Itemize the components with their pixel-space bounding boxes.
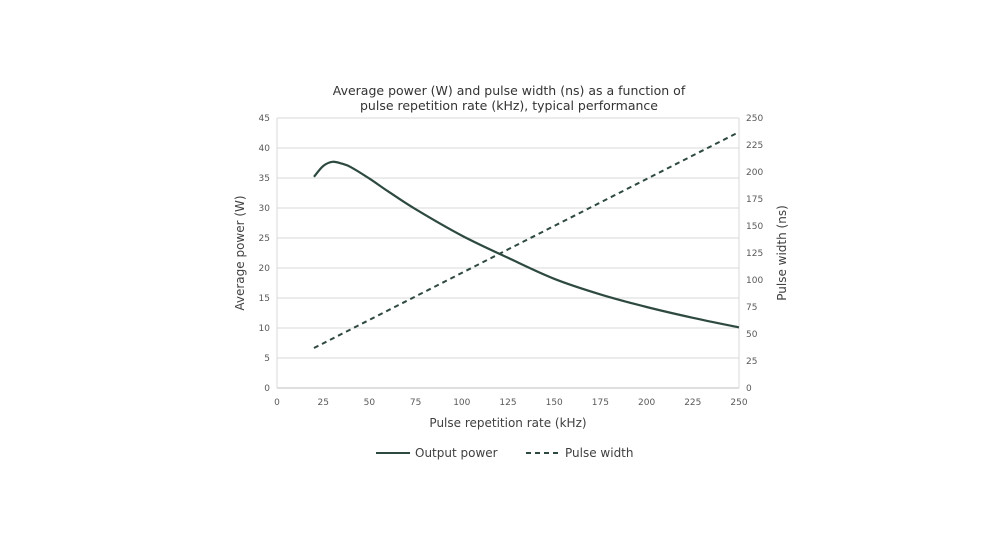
x-tick-label: 225: [684, 398, 701, 408]
y-left-tick-label: 0: [264, 384, 270, 394]
y-left-tick-label: 35: [259, 174, 270, 184]
x-tick-label: 100: [453, 398, 470, 408]
legend-label-output-power: Output power: [415, 446, 498, 460]
y-left-tick-label: 30: [259, 204, 271, 214]
x-tick-label: 200: [638, 398, 655, 408]
y-right-tick-label: 0: [746, 384, 752, 394]
y-left-tick-label: 15: [259, 294, 270, 304]
x-tick-label: 125: [499, 398, 516, 408]
chart-title-line-1: Average power (W) and pulse width (ns) a…: [333, 83, 686, 98]
y-left-tick-label: 25: [259, 234, 270, 244]
x-tick-label: 25: [317, 398, 328, 408]
x-axis-title: Pulse repetition rate (kHz): [429, 416, 586, 430]
y-right-tick-label: 200: [746, 168, 763, 178]
y-axis-left-title: Average power (W): [233, 195, 247, 310]
y-left-tick-label: 40: [259, 144, 271, 154]
y-left-tick-label: 45: [259, 114, 270, 124]
x-tick-label: 50: [364, 398, 376, 408]
y-right-tick-label: 150: [746, 222, 763, 232]
series-line-output-power: [313, 160, 740, 329]
y-right-tick-label: 75: [746, 303, 757, 313]
y-right-tick-label: 50: [746, 330, 758, 340]
y-axis-right-title: Pulse width (ns): [775, 205, 789, 301]
x-tick-label: 0: [274, 398, 280, 408]
y-right-tick-label: 125: [746, 249, 763, 259]
x-tick-label: 150: [546, 398, 563, 408]
chart-title-line-2: pulse repetition rate (kHz), typical per…: [360, 98, 658, 113]
series-lines: [313, 131, 740, 349]
y-right-tick-label: 175: [746, 195, 763, 205]
x-tick-label: 75: [410, 398, 421, 408]
y-left-tick-label: 5: [264, 354, 270, 364]
y-right-tick-label: 100: [746, 276, 763, 286]
x-tick-label: 175: [592, 398, 609, 408]
y-left-tick-label: 10: [259, 324, 271, 334]
series-line-pulse-width: [313, 131, 740, 349]
y-right-tick-label: 250: [746, 114, 763, 124]
y-right-tick-label: 225: [746, 141, 763, 151]
legend: Output power Pulse width: [376, 446, 634, 460]
legend-label-pulse-width: Pulse width: [565, 446, 634, 460]
y-right-tick-label: 25: [746, 357, 757, 367]
x-tick-label: 250: [730, 398, 747, 408]
tick-labels: 0 5 10 15 20 25 30 35 40 45 0 25 50 75 100 125 150 175 200…: [259, 114, 764, 408]
gridlines: [276, 117, 740, 389]
y-left-tick-label: 20: [259, 264, 271, 274]
